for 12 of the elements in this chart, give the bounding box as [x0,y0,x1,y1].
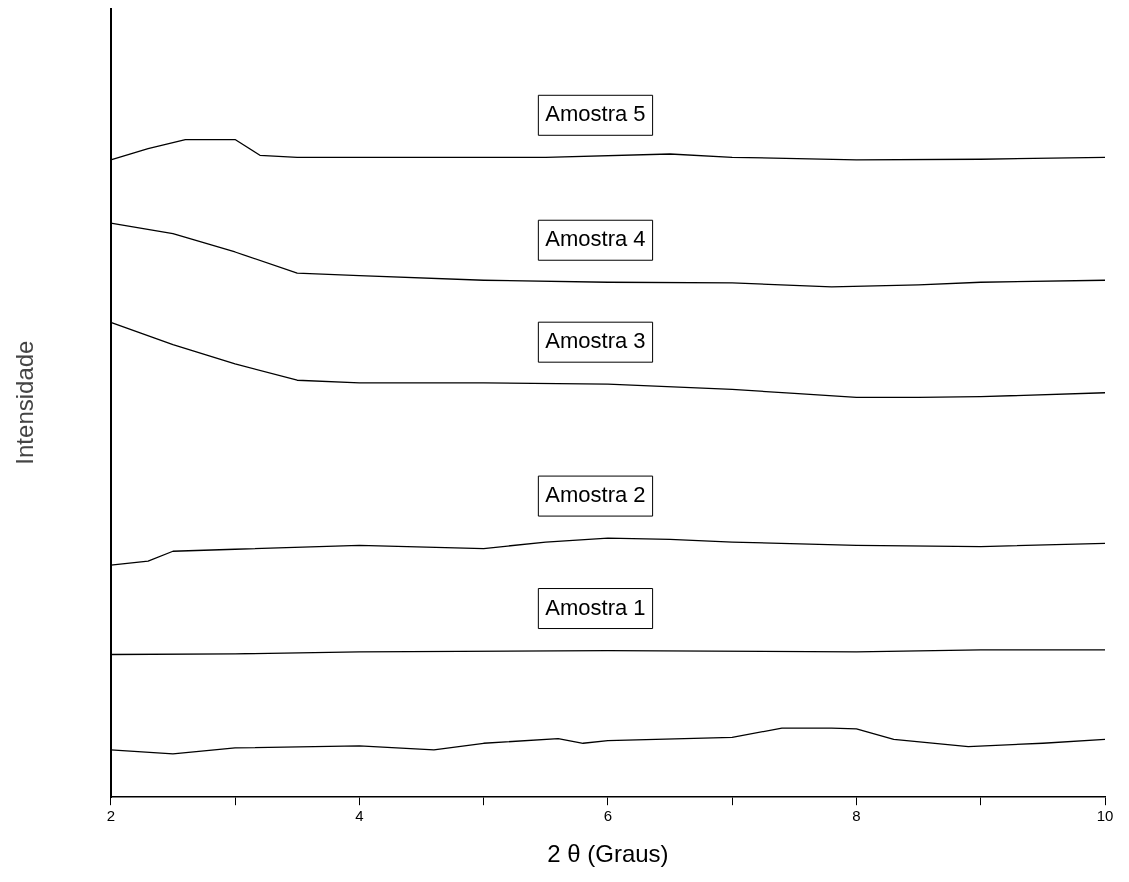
x-tick-label: 8 [852,807,861,825]
x-tick-label: 6 [603,807,613,825]
series-label: Amostra 4 [545,226,646,252]
x-tick-label: 10 [1096,807,1114,825]
series-label: Amostra 3 [545,328,646,354]
series-label: Amostra 2 [545,482,646,508]
series-label: Amostra 5 [545,101,646,127]
x-axis-title: 2 θ (Graus) [547,840,669,868]
y-axis-title: Intensidade [11,340,39,465]
x-tick-label: 2 [106,807,115,825]
x-tick-label: 4 [355,807,364,825]
series-label: Amostra 1 [545,594,646,620]
